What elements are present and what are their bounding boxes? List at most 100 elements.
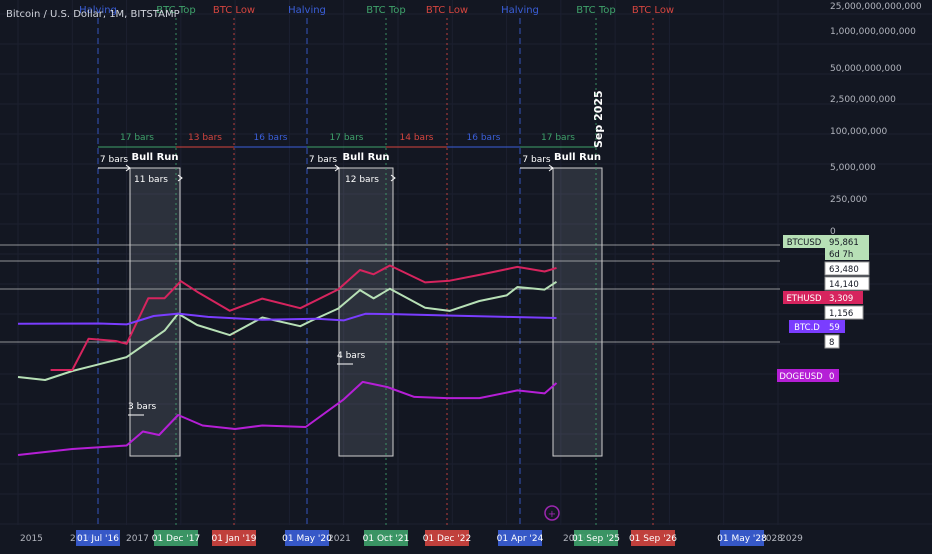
x-axis-marker — [212, 530, 256, 546]
bull-run-label: Bull Run — [131, 152, 178, 163]
x-axis-label: 2028 — [760, 534, 783, 544]
x-axis-marker — [76, 530, 120, 546]
price-tag-value: 63,480 — [829, 265, 859, 275]
interval-label: 14 bars — [400, 133, 434, 143]
price-tag-symbol: BTCUSD — [787, 238, 822, 248]
x-axis-marker — [631, 530, 675, 546]
x-axis-label: 2015 — [20, 534, 43, 544]
run-length-arrowhead — [390, 174, 396, 182]
x-axis-marker-label: 01 Sep '26 — [629, 534, 677, 544]
event-label: BTC Low — [213, 5, 255, 16]
gridlines — [0, 0, 932, 525]
y-axis-label: 50,000,000,000 — [830, 64, 902, 74]
chart-title: Bitcoin / U.S. Dollar, 1M, BITSTAMP — [6, 9, 180, 20]
event-label: BTC Top — [156, 5, 195, 16]
price-tag-value-bg — [824, 261, 870, 276]
price-tag-value-bg — [825, 235, 869, 248]
x-axis-marker — [498, 530, 542, 546]
interval-label: 17 bars — [541, 133, 575, 143]
price-tag-value-bg — [824, 276, 870, 291]
price-tag-symbol-bg — [789, 320, 825, 333]
price-tag-value: 1,156 — [829, 309, 853, 319]
x-axis-marker-label: 01 Jul '16 — [77, 534, 119, 544]
pre-run-arrowhead — [334, 164, 340, 172]
x-axis-marker — [364, 530, 408, 546]
y-axis-label: 25,000,000,000,000 — [830, 2, 922, 12]
price-tag-value-bg — [824, 334, 840, 349]
x-axis-label: 2017 — [126, 534, 149, 544]
x-axis-marker — [425, 530, 469, 546]
event-label: Halving — [79, 5, 117, 16]
time-reset-button[interactable]: + — [544, 505, 560, 521]
y-axis: 25,000,000,000,000 1,000,000,000,000 50,00… — [830, 2, 922, 237]
y-axis-label: 100,000,000 — [830, 127, 888, 137]
run-length-arrowhead — [177, 174, 183, 182]
x-axis-marker-label: 01 Apr '24 — [497, 534, 544, 544]
x-axis-marker-label: 01 Dec '17 — [152, 534, 201, 544]
price-tag-value-bg — [824, 305, 864, 320]
price-tag-symbol-bg — [783, 291, 825, 304]
bull-run-label: Bull Run — [554, 152, 601, 163]
interval-label: 16 bars — [254, 133, 288, 143]
series-line-btcusd[interactable] — [17, 280, 558, 381]
pre-run-arrowhead — [125, 164, 131, 172]
x-axis: 2015201620172021202220252028202901 Jul '… — [0, 525, 932, 550]
x-axis-marker-label: 01 May '20 — [282, 534, 332, 544]
series-line-ethusd[interactable] — [50, 264, 557, 371]
x-axis-marker-label: 01 Oct '21 — [363, 534, 410, 544]
time-reset-icon: + — [548, 509, 556, 520]
price-tag-value: 8 — [829, 338, 834, 348]
price-tag-symbol: DOGEUSD — [779, 372, 823, 382]
x-axis-marker — [720, 530, 764, 546]
y-axis-label: 0 — [830, 227, 836, 237]
series-lines — [17, 264, 558, 456]
y-axis-label: 1,000,000,000,000 — [830, 27, 916, 37]
x-axis-marker — [285, 530, 329, 546]
price-tag-value-bg — [825, 291, 863, 304]
event-label: BTC Low — [632, 5, 674, 16]
price-tag-countdown-bg — [825, 248, 869, 260]
x-axis-marker-label: 01 Jan '19 — [212, 534, 257, 544]
price-tags: BTCUSD 95,861 6d 7h 63,480 14,140 ETHUSD 3,309… — [777, 235, 870, 382]
price-tag-symbol-bg — [777, 369, 825, 382]
bull-run-label: Bull Run — [342, 152, 389, 163]
price-tag-value-bg — [825, 320, 845, 333]
forecast-label: Sep 2025 — [592, 90, 605, 148]
series-line-dogeusd[interactable] — [17, 380, 558, 456]
interval-label: 17 bars — [120, 133, 154, 143]
price-tag-symbol-bg — [783, 235, 825, 248]
x-axis-marker — [154, 530, 198, 546]
price-tag-value-bg — [825, 369, 839, 382]
pre-run-arrowhead — [548, 164, 554, 172]
series-line-btcd[interactable] — [17, 312, 557, 326]
event-label: BTC Top — [576, 5, 615, 16]
price-tag-countdown: 6d 7h — [829, 250, 853, 260]
run-length-label: 11 bars — [134, 175, 168, 185]
x-axis-marker-label: 01 Dec '22 — [423, 534, 472, 544]
event-label: Halving — [288, 5, 326, 16]
y-axis-label: 5,000,000 — [830, 163, 876, 173]
x-axis-label: 2029 — [780, 534, 803, 544]
interval-label: 16 bars — [467, 133, 501, 143]
doge-bars-label: 3 bars — [128, 402, 157, 412]
price-tag-value: 59 — [829, 323, 840, 333]
pre-run-bars-label: 7 bars — [309, 155, 338, 165]
price-tag-value: 14,140 — [829, 280, 859, 290]
pre-run-bars-label: 7 bars — [522, 155, 551, 165]
pre-run-bars-label: 7 bars — [100, 155, 129, 165]
price-tag-value: 95,861 — [829, 238, 859, 248]
price-tag-value: 3,309 — [829, 294, 853, 304]
bull-run-bands — [129, 167, 603, 457]
price-tag-symbol: BTC.D — [794, 323, 820, 333]
interval-label: 13 bars — [188, 133, 222, 143]
event-lines: Halving BTC Top BTC Low Halving BTC Top BTC L… — [79, 5, 674, 525]
x-axis-marker — [574, 530, 618, 546]
x-axis-label: 2021 — [328, 534, 351, 544]
interval-label: 17 bars — [330, 133, 364, 143]
event-label: BTC Low — [426, 5, 468, 16]
event-label: BTC Top — [366, 5, 405, 16]
